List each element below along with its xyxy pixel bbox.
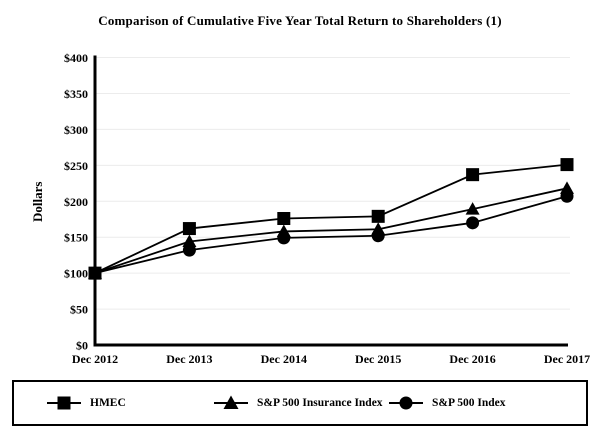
legend-entry-insurance-index: S&P 500 Insurance Index bbox=[214, 382, 383, 424]
legend-entry-sp500-index: S&P 500 Index bbox=[389, 382, 506, 424]
y-tick-label: $100 bbox=[64, 267, 88, 281]
chart-title: Comparison of Cumulative Five Year Total… bbox=[98, 13, 502, 28]
plot-area: $0 $50 $100 $150 $200 $250 $300 $350 $400 Dec 201… bbox=[64, 51, 590, 366]
series-line-triangle bbox=[94, 187, 568, 274]
legend-entry-hmec: HMEC bbox=[47, 382, 126, 424]
data-point-triangle bbox=[371, 222, 386, 235]
legend-marker-triangle-icon bbox=[214, 395, 248, 409]
data-point-triangle bbox=[560, 181, 574, 194]
series-line-square bbox=[94, 163, 568, 274]
legend-label-sp500-index: S&P 500 Index bbox=[432, 397, 506, 409]
y-tick-label: $0 bbox=[76, 339, 88, 353]
legend-marker-circle-icon bbox=[389, 396, 423, 410]
data-point-square bbox=[277, 212, 291, 225]
y-tick-label: $300 bbox=[64, 123, 88, 137]
x-tick-label: Dec 2017 bbox=[544, 352, 590, 366]
series-line-circle bbox=[94, 195, 568, 274]
y-tick-label: $400 bbox=[64, 51, 88, 65]
y-tick-label: $350 bbox=[64, 87, 88, 101]
x-tick-label: Dec 2015 bbox=[355, 352, 401, 366]
x-tick-label: Dec 2016 bbox=[449, 352, 495, 366]
data-point-triangle bbox=[182, 234, 197, 247]
data-point-square bbox=[88, 266, 102, 280]
data-point-circle bbox=[466, 216, 480, 230]
data-point-triangle bbox=[276, 224, 291, 237]
x-tick-label: Dec 2012 bbox=[72, 352, 118, 366]
data-point-square bbox=[466, 168, 480, 182]
legend: HMEC S&P 500 Insurance Index S&P 500 Ind… bbox=[12, 380, 588, 426]
legend-label-insurance-index: S&P 500 Insurance Index bbox=[257, 397, 383, 409]
x-tick-label: Dec 2013 bbox=[166, 352, 212, 366]
legend-marker-square-icon bbox=[47, 396, 81, 410]
data-point-square bbox=[371, 209, 385, 223]
data-point-square bbox=[182, 222, 196, 236]
x-tick-label: Dec 2014 bbox=[261, 352, 307, 366]
data-point-triangle bbox=[465, 202, 480, 215]
y-tick-label: $150 bbox=[64, 231, 88, 245]
y-tick-label: $50 bbox=[70, 303, 88, 317]
data-point-square bbox=[560, 158, 574, 172]
legend-label-hmec: HMEC bbox=[90, 397, 126, 409]
y-tick-label: $200 bbox=[64, 195, 88, 209]
y-tick-label: $250 bbox=[64, 159, 88, 173]
